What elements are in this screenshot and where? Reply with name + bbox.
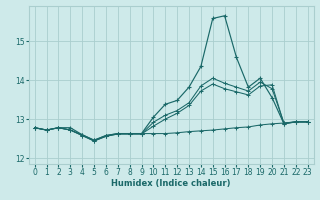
X-axis label: Humidex (Indice chaleur): Humidex (Indice chaleur) [111,179,231,188]
